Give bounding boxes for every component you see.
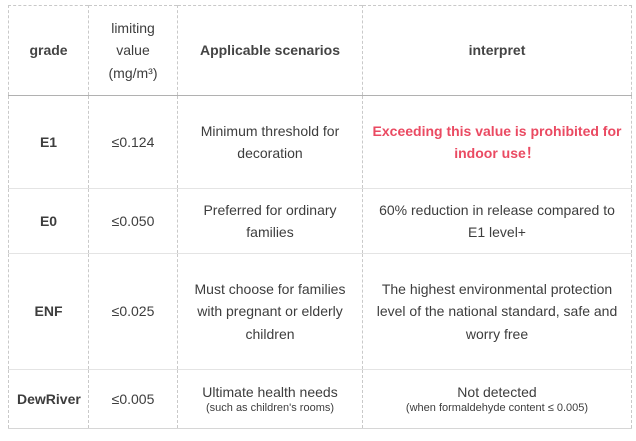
limit-cell: ≤0.025 <box>88 253 178 370</box>
scenario-cell: Must choose for families with pregnant o… <box>177 253 363 370</box>
scenario-note-text: (such as children's rooms) <box>205 402 335 415</box>
table-row-enf: ENF ≤0.025 Must choose for families with… <box>8 253 632 370</box>
limit-cell: ≤0.005 <box>88 369 178 429</box>
scenario-cell: Preferred for ordinary families <box>177 188 363 254</box>
grade-cell: E1 <box>8 95 89 189</box>
grade-cell: ENF <box>8 253 89 370</box>
formaldehyde-grade-table: grade limiting value (mg/m³) Applicable … <box>8 5 632 429</box>
grade-cell: DewRiver <box>8 369 89 429</box>
header-applicable-scenarios: Applicable scenarios <box>177 5 363 96</box>
scenario-main-text: Ultimate health needs <box>202 383 338 400</box>
interpret-main-text: Not detected <box>457 383 537 400</box>
header-limiting-value: limiting value (mg/m³) <box>88 5 178 96</box>
interpret-note-text: (when formaldehyde content ≤ 0.005) <box>405 402 589 415</box>
table-header-row: grade limiting value (mg/m³) Applicable … <box>8 5 632 96</box>
table-row-e1: E1 ≤0.124 Minimum threshold for decorati… <box>8 95 632 189</box>
header-grade: grade <box>8 5 89 96</box>
table-row-dewriver: DewRiver ≤0.005 Ultimate health needs (s… <box>8 369 632 429</box>
limit-cell: ≤0.124 <box>88 95 178 189</box>
interpret-cell: 60% reduction in release compared to E1 … <box>362 188 632 254</box>
header-interpret: interpret <box>362 5 632 96</box>
interpret-cell: The highest environmental protection lev… <box>362 253 632 370</box>
limit-cell: ≤0.050 <box>88 188 178 254</box>
scenario-cell: Ultimate health needs (such as children'… <box>177 369 363 429</box>
scenario-cell: Minimum threshold for decoration <box>177 95 363 189</box>
interpret-cell: Not detected (when formaldehyde content … <box>363 370 632 429</box>
grade-cell: E0 <box>8 188 89 254</box>
interpret-cell-warning: Exceeding this value is prohibited for i… <box>362 95 632 189</box>
table-row-e0: E0 ≤0.050 Preferred for ordinary familie… <box>8 188 632 254</box>
